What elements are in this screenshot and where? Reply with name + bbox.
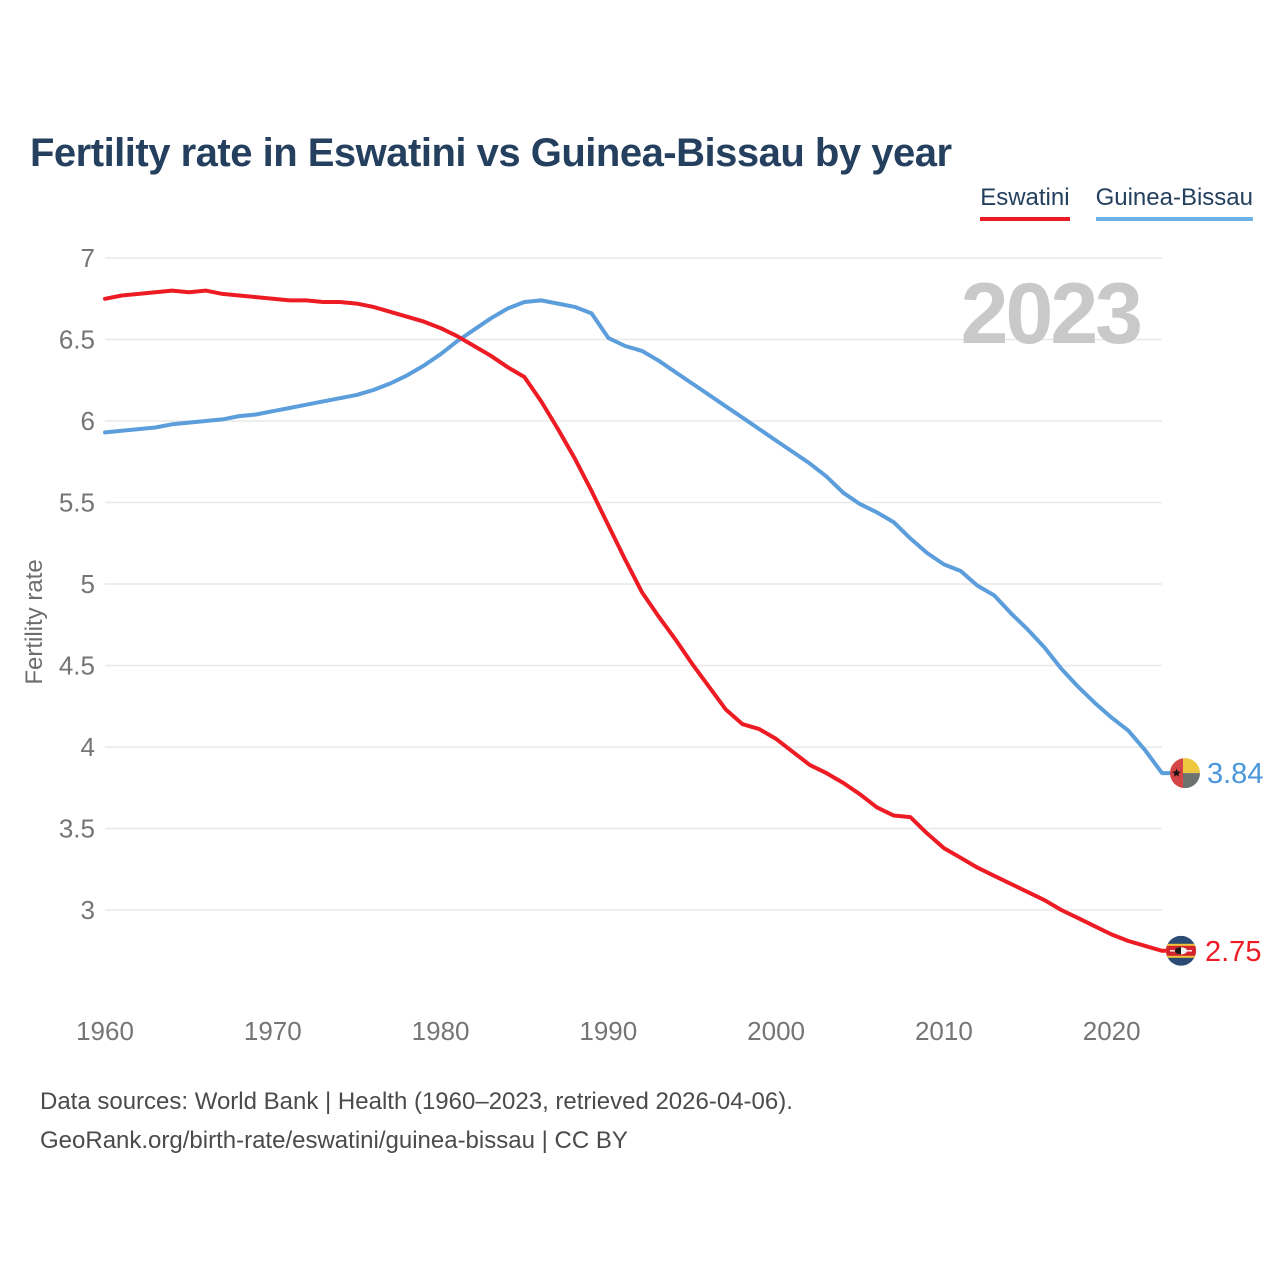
watermark-year: 2023 bbox=[961, 266, 1140, 362]
legend: Eswatini Guinea-Bissau bbox=[980, 184, 1253, 221]
legend-item-eswatini[interactable]: Eswatini bbox=[980, 184, 1070, 221]
line-eswatini[interactable] bbox=[103, 288, 1183, 953]
y-axis-tick-label: 6 bbox=[81, 406, 95, 436]
y-axis-tick-label: 3.5 bbox=[59, 814, 95, 844]
end-value-guinea-bissau: 3.84 bbox=[1207, 758, 1263, 790]
y-axis-tick-label: 6.5 bbox=[59, 325, 95, 355]
x-axis-tick-label: 2010 bbox=[915, 1016, 973, 1046]
end-value-eswatini: 2.75 bbox=[1205, 936, 1261, 968]
x-axis-tick-label: 1980 bbox=[412, 1016, 470, 1046]
x-axis-tick-label: 1990 bbox=[579, 1016, 637, 1046]
y-axis-tick-label: 4 bbox=[81, 732, 95, 762]
x-axis-tick-label: 1960 bbox=[76, 1016, 134, 1046]
guinea-bissau-flag-icon bbox=[1170, 758, 1200, 789]
x-axis-tick-label: 1970 bbox=[244, 1016, 302, 1046]
y-axis-tick-label: 5 bbox=[81, 569, 95, 599]
x-axis-tick-label: 2000 bbox=[747, 1016, 805, 1046]
data-sources-line: Data sources: World Bank | Health (1960–… bbox=[40, 1088, 793, 1115]
attribution-line: GeoRank.org/birth-rate/eswatini/guinea-b… bbox=[40, 1127, 628, 1154]
chart-footer: Data sources: World Bank | Health (1960–… bbox=[40, 1082, 793, 1160]
eswatini-flag-icon bbox=[1166, 935, 1196, 966]
y-axis-tick-label: 3 bbox=[81, 895, 95, 925]
line-guinea-bissau[interactable] bbox=[103, 298, 1187, 776]
y-axis-tick-label: 4.5 bbox=[59, 651, 95, 681]
y-axis-tick-label: 7 bbox=[81, 243, 95, 273]
y-axis-tick-label: 5.5 bbox=[59, 488, 95, 518]
legend-item-guinea-bissau[interactable]: Guinea-Bissau bbox=[1095, 184, 1253, 221]
page-title: Fertility rate in Eswatini vs Guinea-Bis… bbox=[30, 130, 952, 175]
y-axis-title: Fertility rate bbox=[21, 559, 48, 684]
x-axis-tick-label: 2020 bbox=[1083, 1016, 1141, 1046]
